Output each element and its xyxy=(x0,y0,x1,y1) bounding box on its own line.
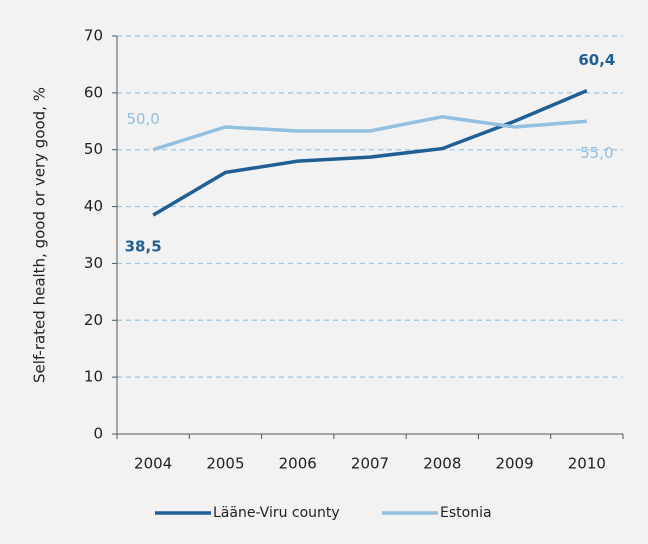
x-tick-label: 2007 xyxy=(351,455,389,473)
y-tick-label: 0 xyxy=(93,425,103,443)
x-tick-label: 2010 xyxy=(568,455,606,473)
y-tick-label: 40 xyxy=(84,197,103,215)
legend-label: Lääne-Viru county xyxy=(213,505,340,521)
legend-label: Estonia xyxy=(440,505,492,521)
x-tick-label: 2006 xyxy=(279,455,317,473)
series-line xyxy=(152,88,588,217)
data-label: 60,4 xyxy=(578,51,615,69)
y-axis-label: Self-rated health, good or very good, % xyxy=(31,87,49,383)
y-tick-label: 60 xyxy=(84,83,103,101)
data-label: 55,0 xyxy=(580,144,613,162)
x-tick-label: 2004 xyxy=(134,455,172,473)
y-tick-label: 20 xyxy=(84,311,103,329)
y-tick-label: 50 xyxy=(84,140,103,158)
data-label: 38,5 xyxy=(125,238,162,256)
y-tick-label: 30 xyxy=(84,254,103,272)
x-tick-label: 2009 xyxy=(495,455,533,473)
y-tick-label: 70 xyxy=(84,27,103,45)
data-label: 50,0 xyxy=(126,110,159,128)
series-line xyxy=(152,114,587,152)
x-tick-label: 2008 xyxy=(423,455,461,473)
x-tick-label: 2005 xyxy=(206,455,244,473)
y-tick-label: 10 xyxy=(84,368,103,386)
